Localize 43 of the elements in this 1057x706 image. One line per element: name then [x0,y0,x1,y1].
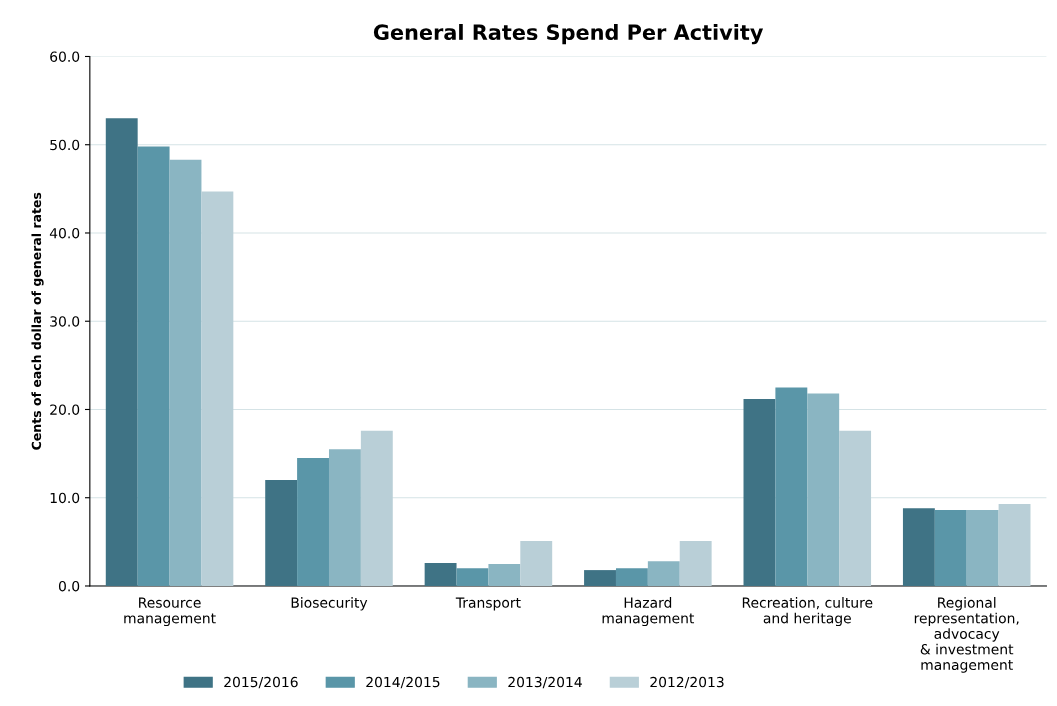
y-tick-label: 30.0 [50,316,80,327]
bar [584,570,616,586]
bar [265,480,298,586]
bar [807,393,840,586]
y-tick-label: 20.0 [50,404,80,415]
bar [201,191,234,586]
legend-label: 2013/2014 [508,676,582,689]
y-axis-title: Cents of each dollar of general rates [31,192,44,450]
bar [615,568,648,586]
bar [105,118,138,586]
chart-title: General Rates Spend Per Activity [373,23,764,45]
y-tick-label: 0.0 [58,580,80,592]
x-tick-label: Resource management [124,597,216,627]
x-tick-label: Recreation, culture and heritage [742,597,873,627]
x-tick-label: Biosecurity [291,597,368,611]
bar [647,561,680,586]
bar [360,430,393,586]
bar [934,510,967,586]
legend-label: 2015/2016 [224,676,298,689]
bar [679,540,712,586]
x-tick-label: Hazard management [602,597,695,627]
legend-label: 2012/2013 [650,676,724,689]
bar [137,146,170,586]
bar [902,508,935,586]
bar [456,568,489,586]
y-tick-label: 10.0 [50,492,80,504]
bar [328,449,361,586]
legend-label: 2014/2015 [366,676,440,689]
bar [424,563,457,586]
x-tick-label: Regional representation, advocacy & investment management [914,597,1019,673]
y-tick-label: 60.0 [50,51,80,62]
x-tick-label: Transport [455,597,521,611]
bar [488,563,521,586]
y-tick-label: 40.0 [49,227,80,239]
bar [775,387,808,586]
bar [743,398,776,586]
bar [966,510,999,586]
bar [839,430,872,586]
bar [297,458,329,586]
y-tick-label: 50.0 [50,139,80,151]
bar [998,503,1031,586]
bar [520,540,553,586]
bar [169,159,202,586]
